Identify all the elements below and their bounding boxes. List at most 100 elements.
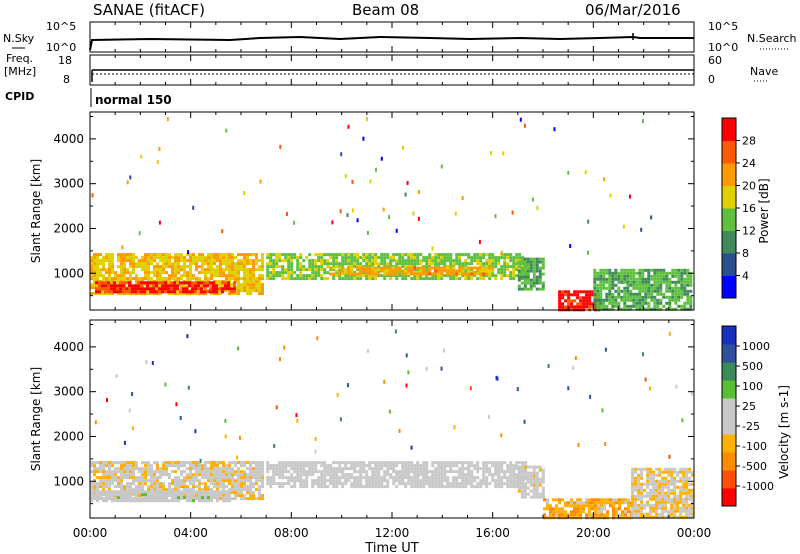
data-cell: [153, 271, 156, 275]
data-cell: [615, 513, 618, 517]
data-cell: [564, 299, 568, 303]
data-cell: [341, 461, 345, 465]
data-cell: [658, 470, 662, 474]
data-cell: [561, 507, 564, 511]
data-cell: [120, 292, 123, 296]
data-cell: [261, 497, 264, 501]
data-cell: [269, 259, 273, 263]
data-cell: [189, 473, 192, 477]
data-cell: [165, 467, 168, 471]
data-cell: [189, 277, 192, 281]
data-cell: [99, 464, 102, 468]
data-cell: [108, 271, 111, 275]
scatter-cell: [500, 251, 503, 255]
data-cell: [653, 289, 657, 293]
data-cell: [123, 490, 126, 494]
data-cell: [228, 265, 231, 269]
data-cell: [637, 506, 641, 510]
data-cell: [356, 266, 360, 270]
data-cell: [564, 290, 568, 294]
data-cell: [201, 271, 204, 275]
data-cell: [689, 295, 693, 299]
data-cell: [680, 271, 684, 275]
data-cell: [258, 292, 261, 296]
data-cell: [655, 485, 659, 489]
data-cell: [664, 467, 668, 471]
data-cell: [195, 259, 198, 263]
data-cell: [529, 257, 533, 261]
data-cell: [362, 259, 366, 263]
data-cell: [329, 482, 333, 486]
data-cell: [532, 275, 536, 279]
data-cell: [186, 292, 189, 296]
data-cell: [204, 256, 207, 260]
nave-tick-top: 60: [708, 54, 722, 67]
data-cell: [632, 304, 636, 308]
data-cell: [326, 253, 330, 257]
data-cell: [107, 290, 110, 294]
data-cell: [416, 473, 420, 477]
data-cell: [183, 265, 186, 269]
data-cell: [317, 461, 321, 465]
data-cell: [198, 292, 201, 296]
data-cell: [383, 274, 387, 278]
data-cell: [144, 499, 147, 503]
data-cell: [90, 286, 93, 290]
data-cell: [532, 281, 536, 285]
data-cell: [485, 253, 489, 257]
data-cell: [600, 513, 603, 517]
data-cell: [275, 470, 279, 474]
data-cell: [523, 281, 527, 285]
data-cell: [228, 488, 231, 492]
data-cell: [204, 476, 207, 480]
data-cell: [341, 482, 345, 486]
data-cell: [311, 262, 315, 266]
data-cell: [374, 256, 378, 260]
data-cell: [93, 461, 96, 465]
data-cell: [377, 479, 381, 483]
data-cell: [258, 470, 261, 474]
data-cell: [141, 259, 144, 263]
data-cell: [596, 298, 600, 302]
data-cell: [225, 493, 228, 497]
data-cell: [216, 470, 219, 474]
data-cell: [564, 513, 567, 517]
data-cell: [261, 256, 264, 260]
data-cell: [123, 292, 126, 296]
data-cell: [573, 513, 576, 517]
data-cell: [335, 473, 339, 477]
data-cell: [650, 307, 654, 311]
data-cell: [644, 277, 648, 281]
data-cell: [302, 277, 306, 281]
data-cell: [261, 485, 264, 489]
data-cell: [122, 284, 125, 288]
data-cell: [168, 490, 171, 494]
data-cell: [676, 470, 680, 474]
data-cell: [182, 287, 185, 291]
data-cell: [673, 500, 677, 504]
data-cell: [627, 501, 630, 505]
data-cell: [518, 256, 522, 260]
data-cell: [398, 476, 402, 480]
data-cell: [243, 473, 246, 477]
data-cell: [344, 467, 348, 471]
data-cell: [691, 497, 695, 501]
data-cell: [497, 464, 501, 468]
data-cell: [102, 493, 105, 497]
data-cell: [347, 467, 351, 471]
scatter-cell: [398, 428, 401, 433]
data-cell: [102, 464, 105, 468]
data-cell: [488, 461, 492, 465]
data-cell: [608, 307, 612, 311]
scatter-cell: [279, 144, 282, 149]
data-cell: [275, 253, 279, 257]
data-cell: [159, 274, 162, 278]
data-cell: [515, 476, 519, 480]
data-cell: [359, 485, 363, 489]
data-cell: [634, 485, 638, 489]
data-cell: [173, 281, 176, 285]
data-cell: [344, 476, 348, 480]
data-cell: [688, 512, 692, 516]
data-cell: [638, 292, 642, 296]
data-cell: [368, 253, 372, 257]
